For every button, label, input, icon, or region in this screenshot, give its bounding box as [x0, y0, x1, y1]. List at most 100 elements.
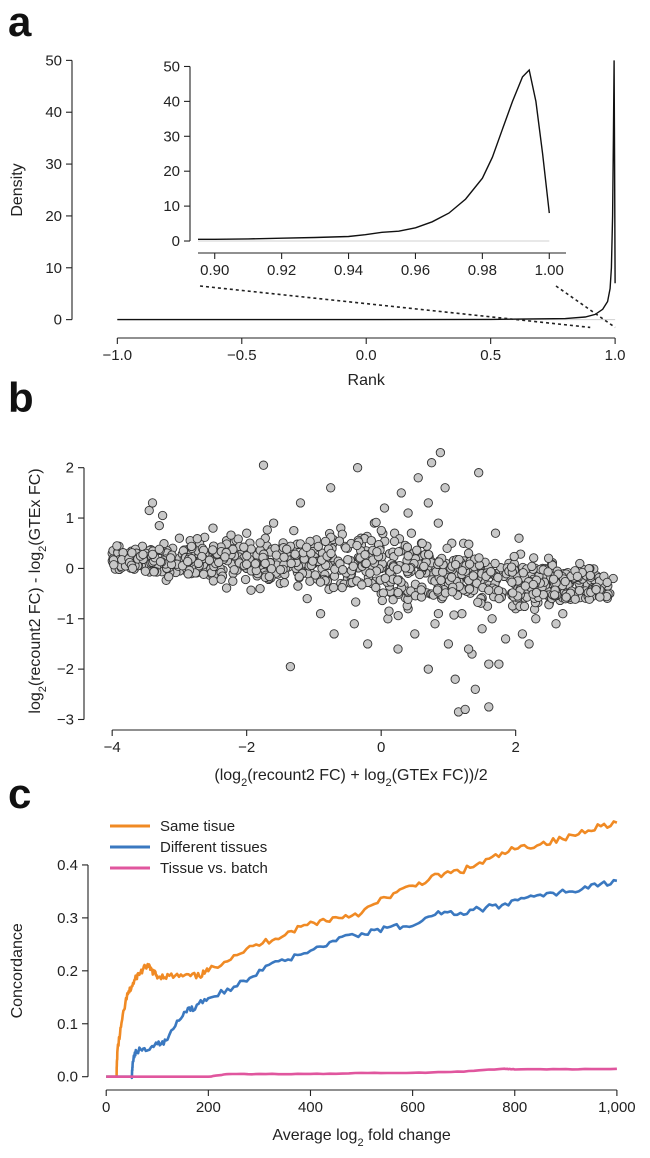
panel-b-point	[329, 629, 339, 639]
panel-b-point	[140, 566, 151, 576]
panel-b-point	[549, 590, 560, 600]
panel-a-inset-y-tick-label: 0	[172, 233, 180, 250]
panel-b-point	[239, 542, 249, 552]
panel-b-point	[282, 544, 292, 554]
panel-c-letter: c	[8, 770, 31, 817]
panel-a-y-tick-label: 50	[45, 52, 62, 69]
panel-b-point	[255, 583, 265, 594]
panel-b-point	[484, 702, 494, 712]
panel-b-point	[343, 555, 353, 565]
panel-b-point	[328, 582, 339, 593]
panel-b-x-tick-label: 2	[512, 739, 520, 756]
panel-c-series-line-0	[106, 820, 618, 1078]
panel-b-point	[524, 639, 534, 649]
panel-b-point	[216, 574, 226, 584]
panel-b-point	[250, 559, 261, 569]
panel-b-point	[494, 593, 504, 604]
panel-b-x-axis-title: (log2(recount2 FC) + log2(GTEx FC))/2	[214, 767, 487, 789]
panel-b-point	[432, 585, 443, 595]
panel-b-point	[457, 566, 467, 576]
panel-b-point	[446, 572, 457, 582]
panel-b-point	[138, 549, 148, 560]
panel-b-point	[474, 468, 484, 478]
panel-b-point	[464, 584, 475, 594]
panel-c-legend-label: Different tissues	[160, 839, 267, 856]
panel-a-x-tick-label: −0.5	[227, 347, 257, 364]
panel-c-series-line-1	[106, 878, 618, 1080]
panel-b-point	[155, 557, 166, 567]
panel-c: c 0 200 400 600 800 1,000 0.0 0.1 0.2 0.3 0.4 Same…	[8, 770, 636, 1149]
panel-b-point	[315, 577, 326, 587]
panel-b-point	[591, 584, 601, 595]
panel-b-point	[570, 594, 580, 604]
panel-b-point	[500, 634, 511, 644]
panel-b-y-tick-label: 0	[66, 560, 74, 577]
panel-c-series-line-2	[106, 1067, 617, 1078]
panel-b-point	[460, 704, 470, 715]
panel-a-inset-y-tick-label: 40	[163, 93, 180, 110]
panel-b-point	[403, 508, 413, 518]
panel-a-density-line	[117, 60, 616, 321]
panel-b-point	[183, 556, 193, 567]
panel-b-point	[423, 664, 433, 674]
panel-b-point	[443, 639, 454, 649]
panel-b-point	[393, 575, 403, 585]
panel-b-point	[357, 580, 367, 590]
panel-b-point	[293, 581, 303, 591]
panel-c-y-tick-label: 0.0	[57, 1069, 78, 1086]
panel-c-y-tick-label: 0.4	[57, 857, 78, 874]
panel-b-point	[416, 585, 426, 595]
panel-b-point	[543, 553, 554, 563]
panel-b-point	[423, 498, 433, 508]
panel-a-zoom-connector-right	[555, 285, 616, 329]
panel-b-point	[144, 505, 154, 516]
panel-c-y-tick-label: 0.2	[57, 963, 78, 980]
panel-b-point	[410, 629, 420, 639]
panel-b-point	[165, 553, 176, 563]
panel-b-point	[334, 536, 345, 546]
panel-b-point	[434, 557, 444, 567]
panel-b-point	[326, 483, 336, 493]
panel-a-y-axis-title: Density	[9, 163, 26, 216]
panel-b-point	[393, 644, 403, 654]
panel-a-inset-density-line	[198, 68, 550, 240]
panel-b-letter: b	[8, 374, 34, 421]
panel-b-point	[351, 597, 361, 607]
panel-a-x-tick-label: −1.0	[103, 347, 133, 364]
panel-b-point	[380, 573, 390, 583]
panel-b-point	[602, 577, 612, 588]
panel-b-point	[518, 568, 528, 578]
panel-b-point	[352, 540, 362, 551]
panel-b-point	[349, 619, 359, 629]
panel-b-y-axis-title: log2(recount2 FC) - log2(GTEx FC)	[27, 468, 49, 713]
panel-b-point	[396, 488, 406, 498]
panel-a-zoom-connector-left	[199, 285, 591, 329]
panel-a-letter: a	[8, 0, 32, 45]
panel-b-point	[400, 563, 411, 573]
panel-b-point	[271, 550, 282, 560]
panel-b-point	[183, 569, 193, 579]
panel-b-y-tick-label: 1	[66, 510, 74, 527]
panel-b-point	[393, 547, 404, 557]
panel-b-point	[548, 574, 559, 584]
panel-a-inset-x-tick-label: 1.00	[535, 262, 564, 279]
panel-b-point	[204, 555, 215, 565]
panel-b-point	[464, 559, 475, 569]
panel-b-point	[449, 610, 459, 620]
panel-b-point	[371, 582, 381, 593]
panel-c-x-tick-label: 800	[502, 1099, 527, 1116]
panel-b-point	[199, 569, 209, 579]
panel-b-point	[154, 544, 164, 554]
panel-b-point	[262, 525, 272, 535]
panel-b-point	[242, 528, 252, 538]
panel-c-x-tick-label: 1,000	[598, 1099, 636, 1116]
panel-b-point	[240, 574, 251, 585]
panel-a-inset-x-tick-label: 0.98	[468, 262, 497, 279]
panel-b-point	[221, 583, 232, 593]
panel-b-point	[470, 684, 480, 694]
panel-b-point	[363, 639, 373, 649]
panel-b-point	[109, 560, 119, 570]
panel-b-point	[477, 624, 487, 634]
